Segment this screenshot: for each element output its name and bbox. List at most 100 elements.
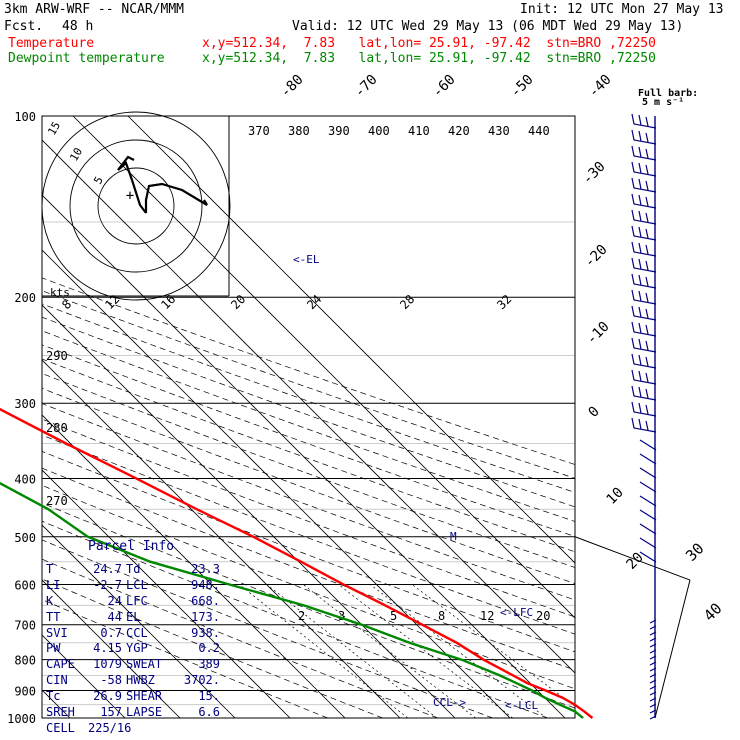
dry-adiabat-line [42,484,575,690]
wind-barb-icon [631,193,635,205]
parcel-value: 389 [198,657,220,672]
wind-barb-icon [639,481,657,493]
wind-barb-icon [645,260,649,271]
parcel-info-row: CELL 225/16 [46,721,230,737]
parcel-value: 3702. [183,673,220,688]
dry-adiabat-line [42,303,575,493]
dewpoint-location-info: x,y=512.34, 7.83 lat,lon= 25.91, -97.42 … [202,51,656,66]
mixing-ratio-line [302,584,476,718]
hodograph-origin: + [126,188,134,204]
parcel-info-row: K 24 LFC 668. [46,594,230,610]
wind-barb-icon [638,274,642,286]
wind-barb-icon [645,164,649,175]
pressure-tick-label: 100 [14,110,36,124]
wind-barb-icon [639,537,657,549]
wind-barb-icon [633,123,657,129]
wind-barb-icon [633,155,657,161]
wind-barb-icon [649,685,657,690]
wind-barb-icon [645,308,649,319]
wind-barb-icon [649,637,657,642]
wind-barb-icon [638,402,642,414]
hodograph-ring-label: 10 [67,146,85,164]
mixing-ratio-label: 3 [338,609,345,623]
parcel-value: 938. [191,625,220,640]
wind-barb-icon [633,283,657,289]
parcel-info-row: SREH 157 LAPSE 6.6 [46,705,230,721]
mixing-ratio-line [266,584,438,718]
isotherm-line [42,139,575,674]
wind-barb-icon [633,139,657,145]
wind-barb-icon [638,114,642,126]
parcel-info-title: Parcel Info [88,539,175,554]
isotherm-label: 30 [682,539,708,565]
wind-barb-icon [639,467,657,479]
wind-barb-icon [633,331,657,337]
wind-barb-icon [638,162,642,174]
mixing-ratio-label: 5 [390,609,397,623]
wind-barb-icon [631,305,635,317]
parcel-label: LI [46,577,61,592]
wind-barb-icon [638,242,642,254]
parcel-label: SREH [46,705,75,720]
wind-barb-icon [633,267,657,273]
parcel-label: LCL [126,577,148,592]
wind-barb-icon [649,703,657,708]
wind-barb-icon [638,306,642,318]
wind-barb-icon [649,673,657,678]
forecast-hour: 48 h [62,19,94,34]
theta-e-label: 370 [248,124,270,138]
wind-barb-icon [631,161,635,173]
pressure-tick-label: 600 [14,578,36,592]
wind-barb-icon [633,363,657,369]
wind-barb-icon [631,273,635,285]
wind-barb-icon [645,292,649,303]
wind-barb-icon [645,356,649,367]
wind-barb-icon [639,495,657,507]
hodograph-ring [41,111,231,301]
wind-barb-icon [633,299,657,305]
isotherm-line [42,194,566,718]
parcel-label: Td [126,562,141,576]
isotherm-label: -20 [582,242,611,271]
parcel-value: 4.15 [93,641,122,656]
parcel-info-row: Tc 26.9 SHEAR 15. [46,689,230,705]
wind-barb-icon [631,257,635,269]
wind-barb-icon [638,258,642,270]
dry-adiabat-line [42,387,575,584]
wind-barb-icon [638,370,642,382]
parcel-value: 24 [107,593,122,608]
wind-barb-icon [638,290,642,302]
wind-barb-icon [638,386,642,398]
wind-barb-icon [631,225,635,237]
theta-e-label: 410 [408,124,430,138]
wind-barb-icon [633,395,657,401]
dry-adiabat-line [42,578,383,718]
parcel-value: 6.6 [198,705,220,720]
wind-barb-icon [638,322,642,334]
mixing-ratio-line [369,584,547,718]
frame-extension-line [574,536,691,581]
wind-barb-icon [631,369,635,381]
wind-barb-icon [633,347,657,353]
wind-barb-icon [638,338,642,350]
parcel-value: -2.7 [93,577,122,592]
wind-barb-icon [631,289,635,301]
isotherm-label: -50 [508,72,537,101]
wind-barb-icon [631,337,635,349]
dewpoint-legend: Dewpoint temperature [8,51,165,66]
wind-barb-icon [631,353,635,365]
level-marker-label: <-LFC [500,606,533,619]
mixing-ratio-label: 2 [298,609,305,623]
isotherm-label: -70 [352,72,381,101]
parcel-label: Tc [46,689,61,704]
parcel-label: CIN [46,673,68,688]
parcel-value: 1079 [93,657,122,672]
wind-barb-icon [631,145,635,157]
isotherm-line [42,304,456,718]
isotherm-label: -10 [584,319,613,348]
wind-barb-icon [649,625,657,630]
parcel-label: CELL [46,720,75,735]
mixing-ratio-line [238,584,409,718]
parcel-value: 668. [191,593,220,608]
